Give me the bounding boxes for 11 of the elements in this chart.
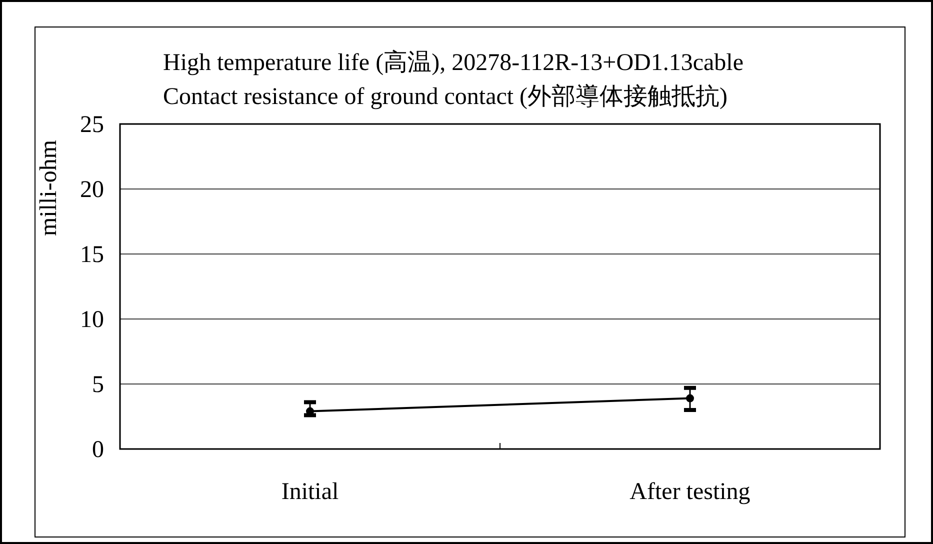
y-tick-label: 25 xyxy=(80,112,104,138)
x-tick-label: Initial xyxy=(281,479,339,505)
y-tick-label: 0 xyxy=(92,437,104,463)
y-tick-label: 20 xyxy=(80,177,104,203)
y-axis-title: milli-ohm xyxy=(36,140,62,236)
y-tick-label: 5 xyxy=(92,372,104,398)
chart-subtitle: Contact resistance of ground contact (外部導体接触抵抗) xyxy=(163,83,728,110)
chart-title: High temperature life (高温), 20278-112R-13+OD1.13cable xyxy=(163,49,744,76)
y-tick-label: 10 xyxy=(80,307,104,333)
y-tick-label: 15 xyxy=(80,242,104,268)
x-tick-label: After testing xyxy=(630,479,750,505)
